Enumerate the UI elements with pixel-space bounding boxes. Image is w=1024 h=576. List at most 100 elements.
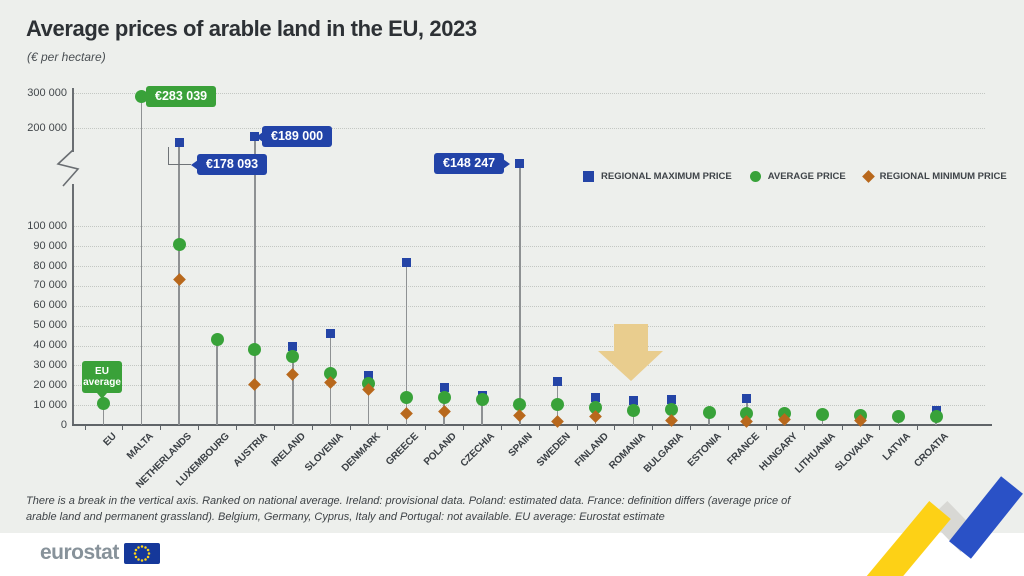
avg-marker-austria	[248, 342, 262, 356]
gridline	[74, 385, 985, 387]
y-tick-label: 80 000	[33, 259, 67, 272]
avg-marker-greece	[399, 391, 413, 405]
avg-marker-spain	[513, 397, 527, 411]
max-marker-netherlands	[174, 137, 184, 147]
x-axis-tick	[728, 425, 730, 430]
x-axis-tick	[917, 425, 919, 430]
callout-pointer-icon	[97, 393, 107, 399]
gridline	[74, 266, 985, 267]
y-tick-label: 20 000	[33, 378, 67, 391]
highlight-arrow-icon	[598, 324, 663, 381]
y-tick-label: 100 000	[27, 219, 67, 232]
avg-marker-croatia	[929, 410, 943, 424]
y-tick-label: 70 000	[33, 279, 67, 292]
gridline	[74, 305, 985, 307]
x-axis-tick	[765, 425, 767, 430]
gridline	[74, 93, 985, 94]
y-axis-line	[72, 88, 74, 152]
y-tick-label: 0	[60, 418, 67, 431]
gridline	[74, 285, 985, 287]
min-marker-sweden	[551, 415, 565, 428]
gridline	[74, 325, 985, 327]
callout-connector-line	[167, 147, 169, 165]
x-axis-tick	[538, 425, 540, 430]
x-axis-tick	[652, 425, 654, 430]
avg-marker-ireland	[286, 349, 300, 363]
avg-marker-netherlands	[172, 237, 186, 251]
eurostat-logo-text: eurostat	[40, 541, 119, 564]
x-axis-tick	[614, 425, 616, 430]
avg-marker-luxembourg	[210, 333, 224, 347]
gridline	[74, 365, 985, 367]
avg-marker-bulgaria	[664, 402, 678, 416]
avg-marker-finland	[589, 400, 603, 414]
circle-legend-marker-icon	[749, 171, 761, 182]
y-tick-label: 30 000	[33, 358, 67, 371]
callout-pointer-icon	[256, 131, 263, 142]
avg-marker-estonia	[702, 406, 716, 420]
avg-marker-eu	[97, 396, 110, 410]
min-marker-poland	[437, 404, 451, 418]
max-marker-poland	[439, 382, 449, 392]
stem-luxembourg	[216, 339, 218, 425]
gridline	[74, 226, 985, 228]
x-axis-tick	[311, 425, 313, 430]
legend-label: REGIONAL MAXIMUM PRICE	[601, 171, 732, 182]
min-marker-ireland	[286, 367, 300, 381]
max-marker-denmark	[363, 370, 373, 380]
gridline	[74, 345, 985, 347]
avg-marker-romania	[626, 403, 640, 417]
y-tick-label: 40 000	[33, 339, 67, 351]
x-axis-tick	[160, 425, 162, 430]
legend-item: AVERAGE PRICE	[749, 171, 846, 182]
max-marker-spain	[515, 158, 525, 168]
min-marker-netherlands	[172, 273, 186, 287]
callout-pointer-icon	[191, 159, 198, 170]
stem-malta	[140, 96, 143, 425]
max-marker-france	[742, 393, 752, 403]
y-tick-label: 200 000	[27, 121, 67, 134]
x-axis-tick	[500, 425, 502, 430]
y-tick-label: 60 000	[33, 299, 67, 312]
value-callout-netherlands: €178 093	[191, 154, 268, 175]
min-marker-spain	[513, 408, 527, 422]
footnote: There is a break in the vertical axis. R…	[26, 495, 791, 523]
diamond-legend-marker-icon	[861, 170, 875, 183]
max-marker-slovenia	[326, 329, 336, 339]
min-marker-greece	[399, 406, 413, 420]
stem-greece	[405, 262, 408, 425]
max-marker-romania	[628, 396, 638, 406]
x-axis-tick	[273, 425, 275, 430]
y-tick-label: 10 000	[33, 398, 67, 411]
ribbon-decoration-icon	[866, 476, 1023, 576]
callout-pointer-icon	[503, 158, 511, 169]
max-marker-ireland	[288, 341, 298, 351]
max-marker-finland	[591, 392, 601, 402]
y-axis-break-icon	[56, 149, 80, 187]
x-axis-tick	[463, 425, 465, 430]
gridline	[74, 405, 985, 407]
legend-item: REGIONAL MAXIMUM PRICE	[583, 171, 732, 182]
chart-title: Average prices of arable land in the EU,…	[26, 16, 477, 41]
eu-average-callout-text: average	[83, 377, 121, 388]
square-legend-marker-icon	[583, 171, 594, 182]
y-tick-label: 300 000	[27, 86, 67, 99]
x-axis-tick	[576, 425, 578, 430]
avg-marker-poland	[437, 391, 451, 405]
value-callout-malta: €283 039	[140, 86, 217, 107]
x-axis-tick	[198, 425, 200, 430]
x-axis-tick	[425, 425, 427, 430]
min-marker-austria	[248, 377, 262, 391]
max-marker-bulgaria	[666, 395, 676, 405]
x-axis-tick	[803, 425, 805, 430]
eurostat-logo: eurostat	[40, 541, 160, 565]
stem-denmark	[367, 375, 370, 425]
avg-marker-sweden	[551, 397, 565, 411]
stem-czechia	[481, 395, 483, 425]
eu-average-callout: EU average	[82, 361, 122, 399]
legend-item: REGIONAL MINIMUM PRICE	[861, 170, 1007, 183]
avg-marker-lithuania	[816, 407, 830, 421]
chart-subtitle: (€ per hectare)	[27, 50, 106, 64]
legend-label: REGIONAL MINIMUM PRICE	[879, 171, 1007, 182]
